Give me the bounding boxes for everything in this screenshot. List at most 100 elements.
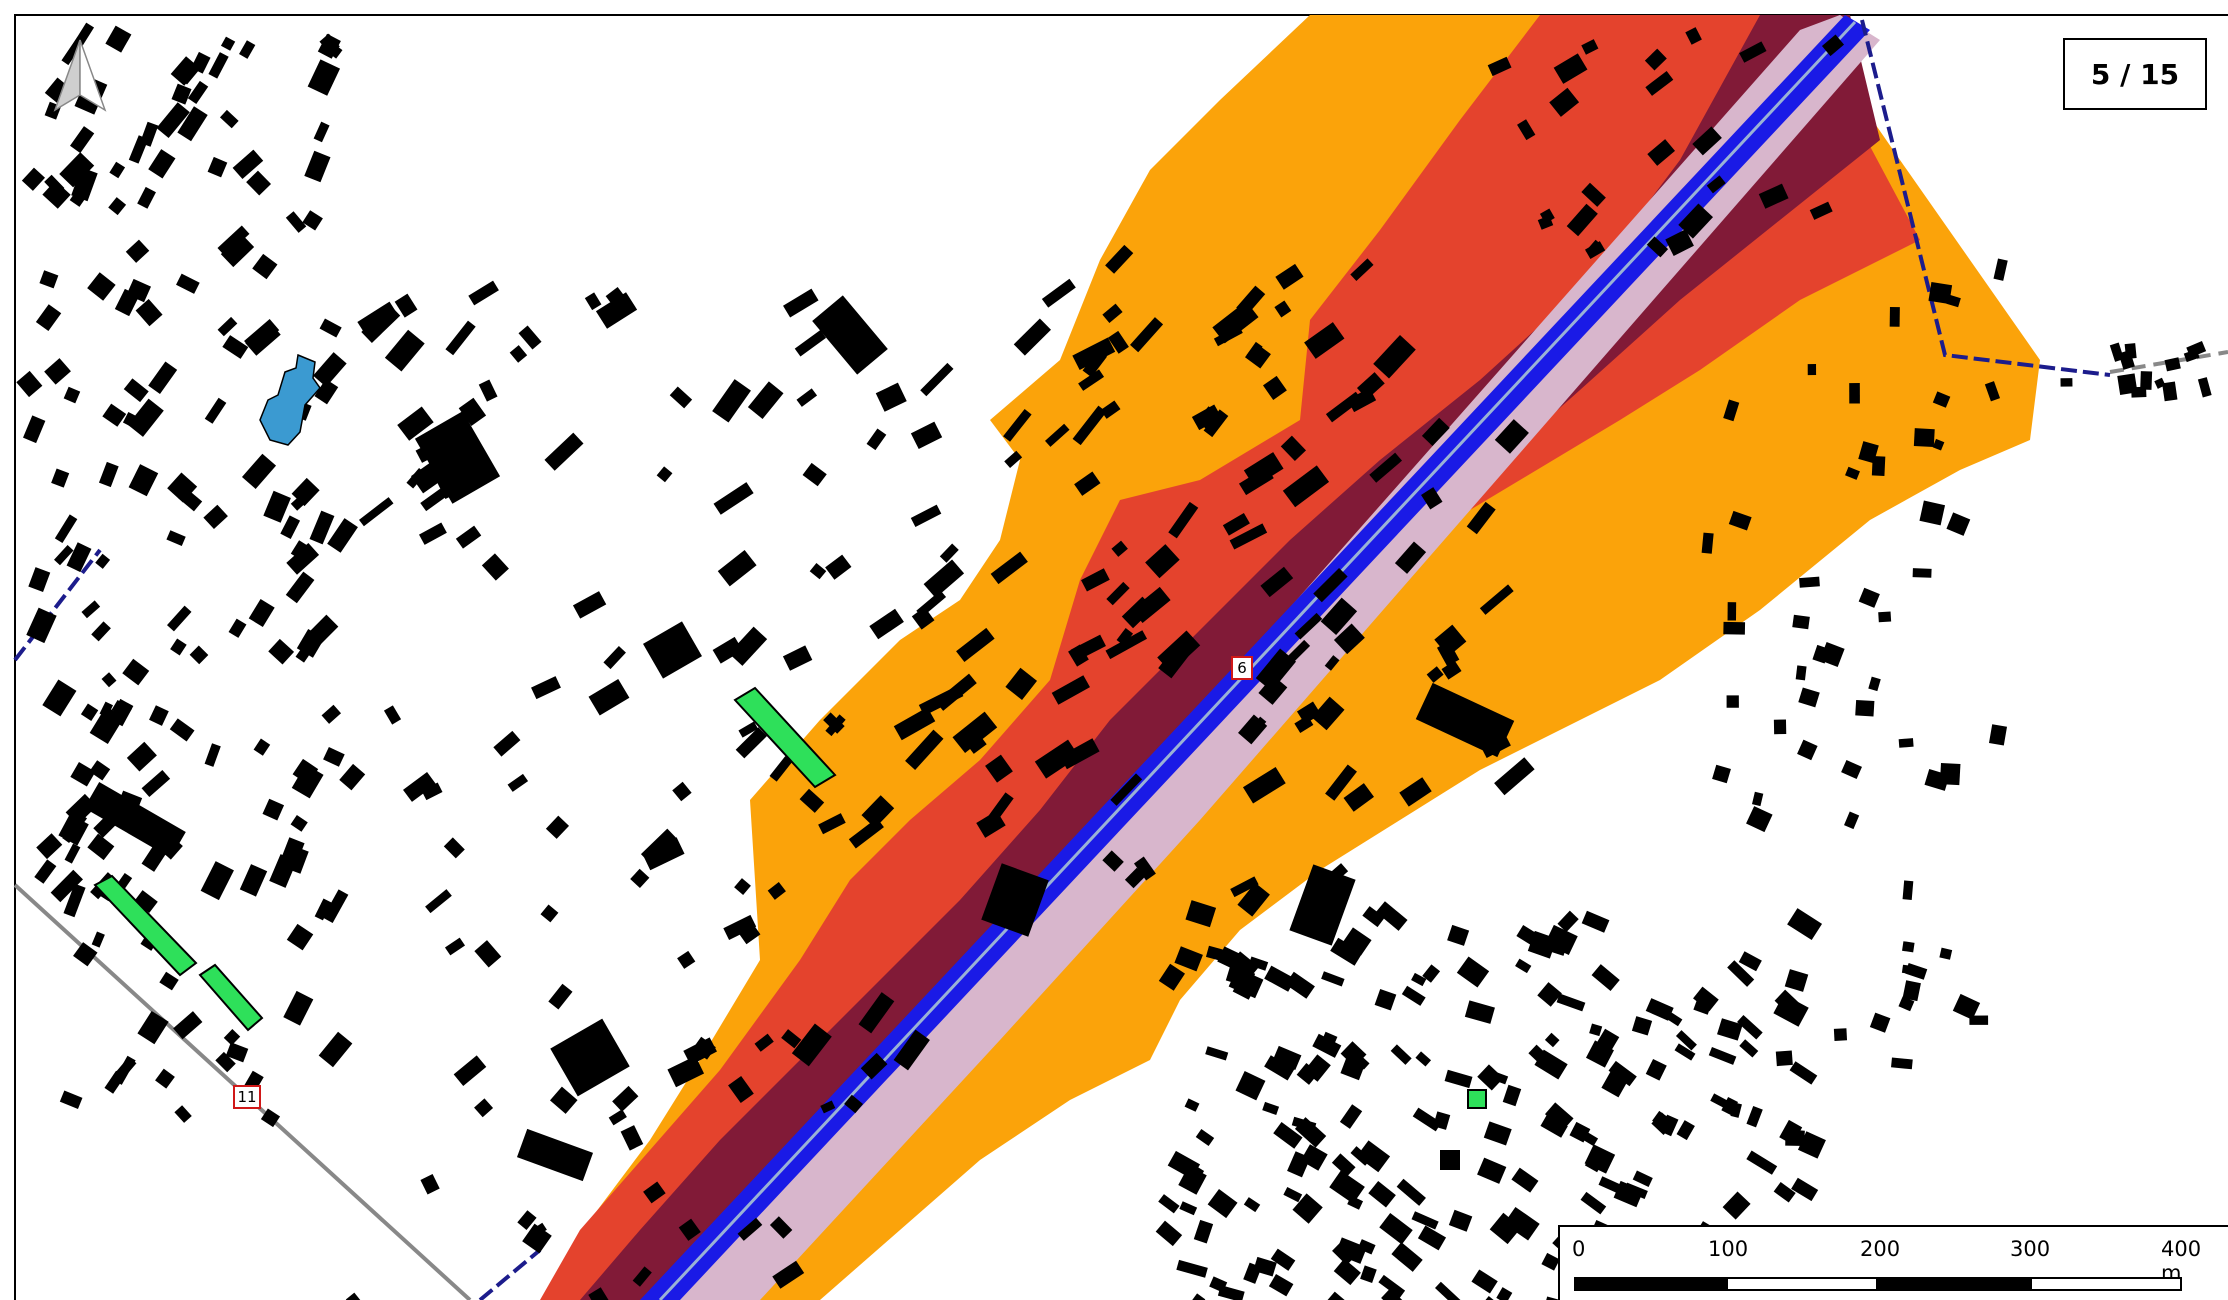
- building: [1374, 988, 1397, 1011]
- building: [1253, 1256, 1277, 1277]
- building: [1932, 391, 1951, 408]
- building: [323, 746, 345, 767]
- building: [518, 325, 542, 350]
- building: [173, 1011, 203, 1040]
- building: [1411, 972, 1427, 987]
- building: [507, 773, 529, 792]
- building: [26, 607, 57, 644]
- building: [1396, 1178, 1426, 1206]
- building: [1939, 947, 1953, 960]
- building: [1321, 971, 1345, 987]
- building: [799, 788, 825, 813]
- building: [544, 432, 584, 471]
- building: [1728, 510, 1752, 531]
- building: [782, 645, 813, 671]
- building: [509, 345, 528, 363]
- building: [1339, 1104, 1363, 1129]
- building: [1196, 406, 1223, 433]
- building: [1833, 1028, 1848, 1041]
- building: [1651, 1112, 1675, 1136]
- building: [91, 931, 105, 948]
- building: [1158, 1194, 1180, 1214]
- building: [1347, 1195, 1364, 1210]
- building: [860, 1052, 888, 1080]
- building: [812, 295, 888, 375]
- building: [296, 629, 325, 658]
- building: [481, 553, 509, 581]
- building: [286, 543, 320, 575]
- building: [769, 1216, 793, 1239]
- building: [453, 1055, 487, 1086]
- building: [1168, 501, 1199, 539]
- building: [1644, 48, 1667, 71]
- building: [1674, 1043, 1696, 1061]
- building: [1494, 757, 1535, 796]
- building: [1819, 641, 1845, 668]
- building: [241, 453, 277, 489]
- building: [1155, 1220, 1183, 1247]
- building: [1415, 1051, 1432, 1067]
- building: [1727, 602, 1737, 621]
- building: [1845, 466, 1860, 480]
- building: [910, 421, 943, 450]
- building: [1902, 941, 1915, 953]
- building: [1541, 1252, 1560, 1271]
- building: [1185, 900, 1217, 928]
- building: [286, 923, 314, 951]
- building: [1051, 675, 1090, 705]
- building: [200, 861, 234, 901]
- building: [81, 600, 101, 619]
- building: [1646, 236, 1669, 258]
- building: [1566, 203, 1598, 237]
- building: [263, 490, 291, 523]
- building: [1399, 777, 1432, 807]
- building: [87, 833, 115, 861]
- building: [1378, 1274, 1406, 1298]
- building: [858, 992, 895, 1034]
- building: [1350, 258, 1374, 281]
- building: [1645, 998, 1674, 1021]
- building: [1789, 1061, 1818, 1085]
- building: [128, 464, 159, 497]
- building: [1375, 901, 1408, 931]
- building: [1692, 126, 1722, 156]
- building: [1489, 1212, 1522, 1245]
- building: [1072, 337, 1116, 370]
- building: [269, 854, 297, 888]
- building: [171, 83, 192, 105]
- building: [802, 462, 827, 487]
- building: [58, 814, 89, 846]
- building: [728, 626, 768, 666]
- building: [1105, 244, 1134, 274]
- building: [1726, 695, 1739, 708]
- building: [1647, 139, 1676, 166]
- building: [339, 763, 366, 791]
- building: [1608, 1060, 1637, 1087]
- building: [893, 707, 936, 741]
- building: [781, 1029, 802, 1049]
- building: [678, 1218, 701, 1241]
- building: [50, 869, 83, 903]
- building: [1379, 1212, 1413, 1245]
- building: [1798, 687, 1820, 708]
- building: [1773, 719, 1787, 735]
- building: [1421, 487, 1443, 510]
- building: [468, 280, 499, 306]
- building: [791, 1023, 832, 1067]
- building: [1320, 597, 1358, 636]
- building: [1516, 925, 1545, 950]
- building: [1434, 1281, 1463, 1300]
- building: [394, 293, 418, 318]
- scale-label-200: 200: [1860, 1237, 1901, 1261]
- building: [1411, 1211, 1439, 1230]
- building: [443, 837, 465, 859]
- building: [1324, 655, 1340, 671]
- building: [137, 186, 156, 209]
- building: [869, 608, 904, 640]
- building: [1746, 1150, 1778, 1175]
- building: [1952, 993, 1981, 1020]
- building: [1242, 767, 1286, 804]
- building: [34, 859, 57, 884]
